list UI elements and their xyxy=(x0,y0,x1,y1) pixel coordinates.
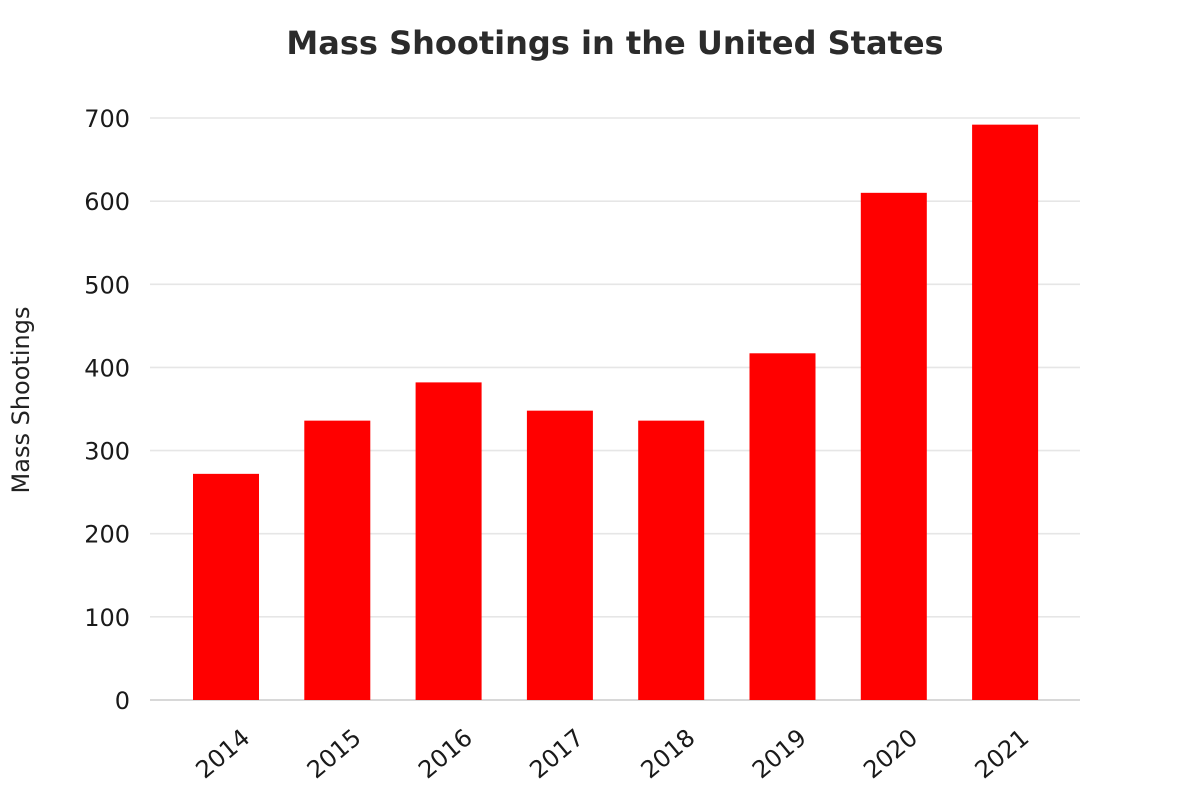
y-tick-label: 300 xyxy=(84,438,130,466)
bar-2016 xyxy=(415,382,482,700)
bar-2014 xyxy=(193,473,259,700)
bar-2018 xyxy=(638,420,705,700)
y-axis-label: Mass Shootings xyxy=(7,307,35,494)
x-axis-ticks: 2014 2015 2016 2017 2018 2019 2020 2021 xyxy=(190,724,1034,785)
x-tick-label: 2021 xyxy=(970,724,1035,785)
y-tick-label: 600 xyxy=(84,188,130,216)
bar-2020 xyxy=(860,192,927,701)
chart-title: Mass Shootings in the United States xyxy=(286,24,943,62)
gridlines xyxy=(150,117,1080,701)
bar-2015 xyxy=(304,420,371,700)
y-tick-label: 100 xyxy=(84,604,130,632)
x-tick-label: 2016 xyxy=(413,724,478,785)
y-tick-label: 200 xyxy=(84,521,130,549)
y-tick-label: 0 xyxy=(115,687,130,715)
x-tick-label: 2017 xyxy=(524,724,589,785)
x-tick-label: 2014 xyxy=(190,724,255,785)
y-tick-label: 500 xyxy=(84,271,130,299)
bar-2021 xyxy=(972,124,1039,700)
x-tick-label: 2019 xyxy=(747,724,812,785)
bar-2019 xyxy=(749,353,816,700)
bars xyxy=(193,124,1039,701)
x-tick-label: 2020 xyxy=(858,724,923,785)
y-tick-label: 400 xyxy=(84,354,130,382)
x-tick-label: 2015 xyxy=(302,724,367,785)
y-tick-label: 700 xyxy=(84,105,130,133)
y-axis-ticks: 0 100 200 300 400 500 600 700 xyxy=(84,105,130,715)
bar-2017 xyxy=(526,410,593,700)
x-tick-label: 2018 xyxy=(636,724,701,785)
